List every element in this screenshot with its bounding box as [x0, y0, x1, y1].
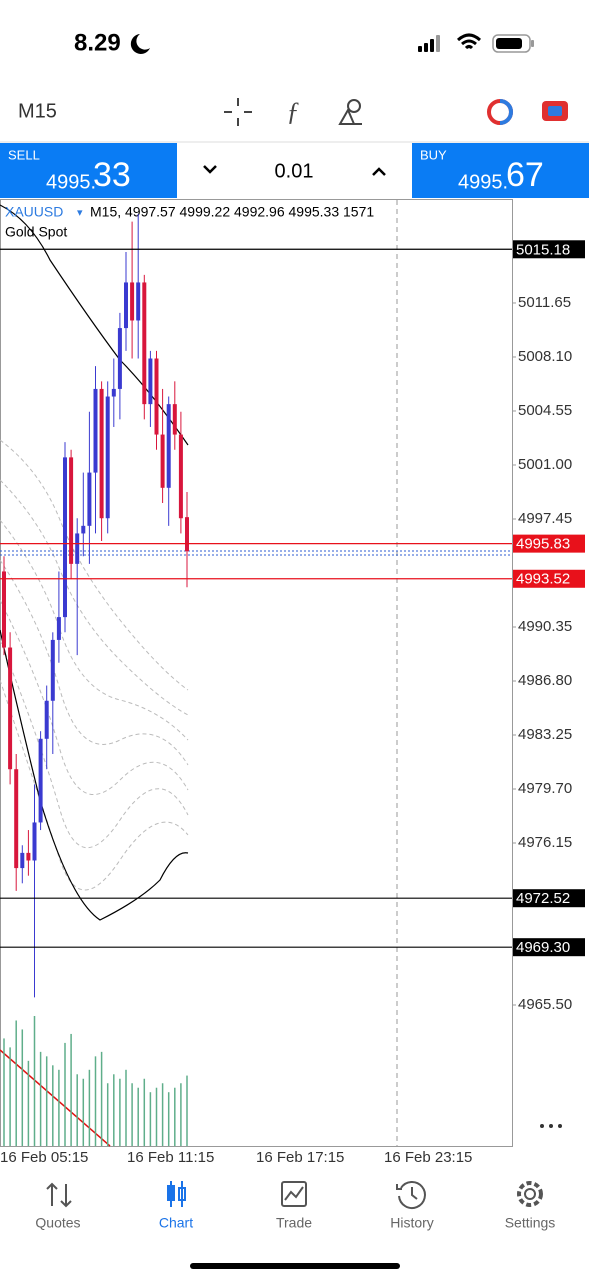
objects-button[interactable] — [338, 99, 362, 125]
candle-body — [69, 457, 74, 564]
candle-body — [50, 639, 55, 701]
sell-price: 4995. — [46, 171, 96, 193]
home-indicator — [190, 1263, 400, 1269]
candle-body — [81, 525, 86, 534]
candle-body — [111, 388, 116, 397]
chart-icon — [167, 1181, 186, 1207]
y-tick-label: 4983.25 — [518, 726, 572, 743]
level-label: 4995.83 — [516, 536, 570, 553]
candle-body — [99, 388, 104, 519]
moon-icon — [130, 34, 150, 54]
nav-tab[interactable]: Settings — [505, 1215, 556, 1231]
level-label: 4972.52 — [516, 890, 570, 907]
buy-button[interactable] — [412, 143, 589, 198]
candle-body — [20, 852, 25, 869]
clock: 8.29 — [74, 29, 121, 56]
indicators-button[interactable]: ƒ — [287, 97, 300, 126]
candle-body — [160, 434, 165, 488]
candle-body — [136, 282, 141, 321]
candle-body — [44, 700, 49, 739]
candle-body — [166, 404, 171, 488]
x-tick-label: 16 Feb 11:15 — [127, 1149, 214, 1166]
settings-icon — [517, 1181, 543, 1207]
trade-button[interactable] — [542, 101, 568, 121]
candle-body — [75, 533, 80, 564]
level-label: 4993.52 — [516, 571, 570, 588]
candle-body — [8, 647, 13, 770]
level-label-bg — [513, 889, 585, 908]
level-label-bg — [513, 240, 585, 259]
battery-icon — [492, 34, 534, 53]
timeframe-button[interactable]: M15 — [18, 100, 57, 122]
history-icon — [396, 1181, 426, 1209]
candle-body — [2, 571, 6, 648]
candle-body — [26, 852, 31, 861]
lot-size[interactable]: 0.01 — [275, 160, 314, 182]
x-tick-label: 16 Feb 05:15 — [0, 1149, 88, 1166]
volume-trendline — [0, 1049, 111, 1147]
candle-body — [56, 617, 61, 640]
candle-body — [38, 738, 43, 823]
chart-frame — [0, 199, 513, 1147]
level-label: 4969.30 — [516, 939, 570, 956]
y-tick-label: 4990.35 — [518, 618, 572, 635]
nav-tab[interactable]: Chart — [159, 1215, 193, 1231]
candle-body — [154, 358, 159, 435]
candle-body — [32, 822, 37, 861]
signal-icon — [418, 35, 440, 52]
indicator-lines — [0, 204, 189, 921]
buy-price-big: 67 — [506, 156, 544, 194]
chart-subtitle: Gold Spot — [5, 224, 67, 240]
nav-tab[interactable]: Trade — [276, 1215, 312, 1231]
candle-body — [124, 282, 128, 329]
y-tick-label: 5008.10 — [518, 348, 572, 365]
candle-body — [87, 472, 92, 526]
crosshair-button[interactable] — [224, 98, 252, 126]
y-tick-label: 5001.00 — [518, 456, 572, 473]
y-tick-label: 4986.80 — [518, 672, 572, 689]
candle-body — [130, 282, 135, 321]
wifi-icon — [456, 33, 482, 50]
one-click-button[interactable] — [487, 99, 513, 125]
x-tick-label: 16 Feb 23:15 — [384, 1149, 472, 1166]
candle-body — [178, 434, 183, 519]
sell-label: SELL — [8, 147, 40, 162]
sell-price-big: 33 — [93, 156, 131, 194]
quotes-icon — [46, 1182, 72, 1208]
symbol-caret[interactable]: ▾ — [77, 207, 83, 219]
candle-body — [117, 328, 122, 389]
more-button[interactable] — [540, 1124, 562, 1128]
y-tick-label: 4979.70 — [518, 780, 572, 797]
candle-body — [105, 396, 110, 519]
lot-up-button[interactable] — [372, 167, 386, 176]
candle-body — [63, 457, 67, 618]
candle-body — [93, 388, 98, 473]
candle-body — [14, 769, 19, 869]
sell-button[interactable] — [0, 143, 177, 198]
candle-body — [142, 282, 147, 405]
chart-header: M15, 4997.57 4999.22 4992.96 4995.33 157… — [90, 204, 374, 220]
level-label-bg — [513, 938, 585, 957]
y-tick-label: 4997.45 — [518, 510, 572, 527]
y-tick-label: 5011.65 — [518, 294, 571, 311]
x-tick-label: 16 Feb 17:15 — [256, 1149, 344, 1166]
symbol[interactable]: XAUUSD — [5, 204, 63, 220]
lot-down-button[interactable] — [203, 165, 217, 174]
y-tick-label: 4965.50 — [518, 996, 572, 1013]
candle-body — [172, 404, 177, 435]
y-tick-label: 5004.55 — [518, 402, 572, 419]
buy-price: 4995. — [458, 171, 508, 193]
trade-icon — [281, 1181, 307, 1207]
nav-tab[interactable]: Quotes — [35, 1215, 80, 1231]
nav-tab[interactable]: History — [390, 1215, 434, 1231]
candle-body — [185, 517, 189, 552]
level-label: 5015.18 — [516, 241, 570, 258]
y-tick-label: 4976.15 — [518, 834, 572, 851]
level-label-bg — [513, 534, 585, 553]
buy-label: BUY — [420, 147, 447, 162]
candle-body — [148, 358, 153, 405]
level-label-bg — [513, 569, 585, 588]
